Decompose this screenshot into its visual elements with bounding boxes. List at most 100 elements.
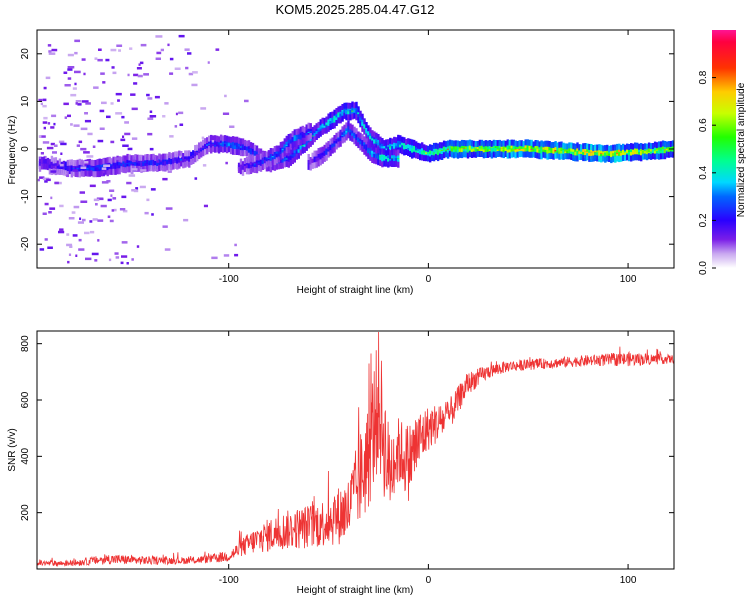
spectrogram-cell (160, 48, 164, 52)
spectrogram-cell (540, 153, 543, 160)
spectrogram-cell (136, 245, 140, 248)
spectrogram-cell (227, 146, 231, 153)
spectrogram-cell (329, 146, 332, 153)
spectrogram-cell (339, 137, 342, 144)
spectrogram-cell (405, 149, 408, 155)
spectrogram-cell (663, 150, 667, 157)
spectrogram-cell (454, 140, 458, 147)
spectrogram-cell (122, 166, 125, 173)
spectrogram-cell (411, 152, 414, 159)
spectrogram-cell (241, 138, 245, 145)
spectrogram-cell (88, 158, 91, 165)
spectrogram-cell (305, 135, 308, 142)
spectrogram-cell (560, 153, 563, 160)
spectrogram-cell (174, 125, 178, 128)
spectrogram-cell (287, 143, 290, 150)
spectrogram-cell (381, 138, 384, 144)
spectrogram-cell (337, 131, 340, 138)
spectrogram-cell (381, 151, 384, 158)
spectrogram-cell (89, 220, 93, 223)
spectrogram-cell (299, 149, 302, 156)
spectrogram-cell (474, 148, 478, 155)
spectrogram-cell (68, 217, 75, 220)
spectrogram-cell (510, 148, 513, 155)
spectrogram-cell (150, 157, 153, 164)
spectrogram-cell (42, 159, 46, 165)
spectrogram-cell (118, 49, 121, 52)
spectrogram-cell (345, 122, 348, 129)
spectrogram-cell (54, 181, 59, 185)
spectrogram-cell (403, 143, 406, 150)
spectrogram-cell (182, 158, 185, 165)
spectrogram-cell (353, 102, 356, 109)
spectrogram-cell (259, 165, 263, 172)
spectrogram-cell (92, 171, 95, 178)
spectrogram-cell (514, 152, 517, 159)
spectrogram-cell (667, 151, 671, 158)
spectrogram-cell (391, 138, 394, 145)
spectrogram-cell (407, 138, 410, 145)
spectrogram-cell (75, 100, 81, 103)
spectrogram-cell (251, 147, 255, 154)
spectrogram-cell (170, 152, 173, 159)
spectrogram-cell (323, 127, 326, 134)
spectrogram-cell (432, 146, 436, 153)
spectrogram-cell (655, 153, 659, 160)
spectrogram-cell (636, 154, 639, 161)
spectrogram-cell (154, 95, 160, 99)
spectrogram-cell (512, 143, 515, 150)
spectrogram-cell (279, 153, 283, 160)
spectrogram-cell (277, 163, 281, 170)
spectrogram-cell (341, 126, 344, 133)
spectrogram-cell (365, 150, 368, 157)
spectrogram-cell (101, 167, 107, 170)
spectrogram-cell (359, 132, 362, 139)
spectrogram-cell (174, 155, 177, 162)
snr-x-ticks: -100 0 100 (219, 331, 637, 586)
spectrogram-cell (214, 139, 217, 146)
spectrogram-cell (121, 195, 127, 199)
spectrogram-cell (192, 150, 195, 157)
spectrogram-cell (245, 165, 249, 171)
spectrogram-cell (452, 152, 456, 159)
spectrogram-cell (548, 145, 551, 152)
spectrogram-cell (48, 211, 52, 214)
spectrogram-cell (317, 121, 320, 128)
spectrogram-cell (67, 260, 70, 264)
spectrogram-cell (50, 159, 54, 166)
spectrogram-cell (464, 144, 468, 150)
spectrogram-cell (247, 164, 251, 171)
spectrogram-cell (80, 200, 88, 203)
spectrogram-cell (516, 141, 519, 147)
spectrogram-cell (462, 151, 466, 158)
spectrogram-cell (313, 159, 316, 166)
spectrogram-cell (269, 160, 273, 167)
spectrogram-cell (98, 164, 101, 171)
spectrogram-cell (327, 113, 330, 120)
spectrogram-cell (43, 116, 48, 120)
spectrogram-cell (86, 155, 94, 158)
spectrogram-cell (544, 144, 547, 151)
spectrogram-cell (397, 149, 400, 156)
spectrogram-cell (347, 114, 350, 121)
spectrogram-cell (142, 155, 145, 162)
spectrogram-cell (129, 47, 133, 50)
spectrogram-cell (147, 132, 153, 136)
spectrogram-cell (532, 141, 535, 148)
spectrogram-cell (133, 82, 138, 85)
spectrogram-cell (385, 160, 388, 167)
spectrogram-cell (204, 138, 207, 145)
spectrogram-cell (442, 140, 446, 147)
spectrogram-cell (313, 136, 316, 143)
spectrogram-cell (399, 135, 402, 142)
spectrogram-cell (222, 112, 230, 115)
spectrogram-cell (58, 140, 65, 144)
spectrogram-cell (110, 140, 115, 144)
spectrogram-cell (534, 148, 537, 155)
spectrogram-cell (536, 143, 539, 150)
spectrogram-cell (146, 93, 150, 97)
spectrogram-cell (630, 155, 633, 162)
spectrogram-cell (257, 148, 261, 155)
spectrogram-cell (94, 259, 98, 262)
spectrogram-cell (249, 142, 253, 149)
